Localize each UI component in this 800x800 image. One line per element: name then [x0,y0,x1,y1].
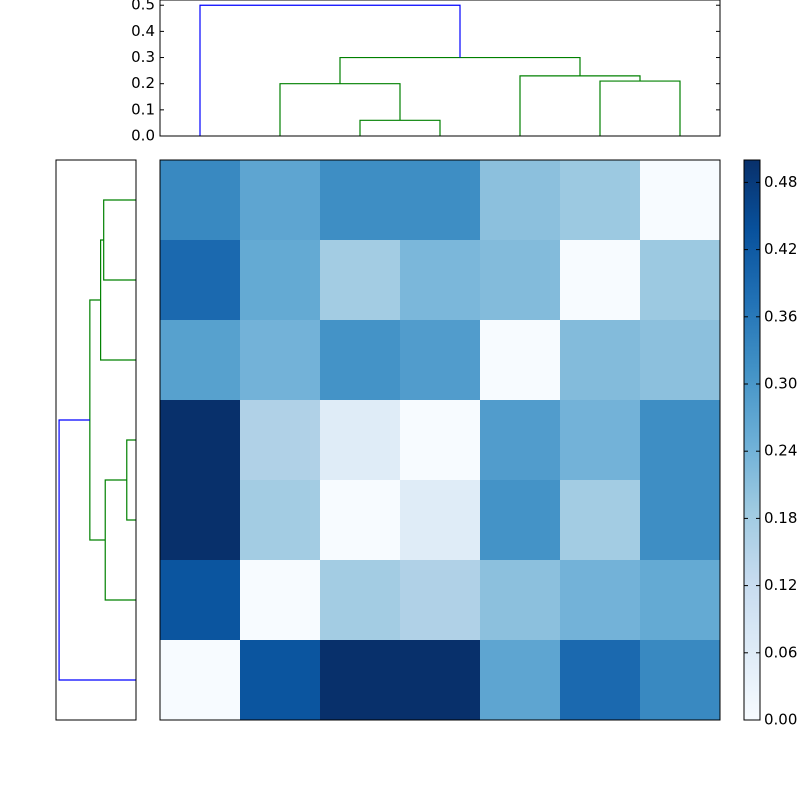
y-tick-label: 0.3 [131,48,155,66]
y-tick-label: 0.4 [131,22,155,40]
heatmap-cell [160,560,241,641]
dendrogram-link [104,479,136,601]
heatmap-cell [480,480,561,561]
heatmap-cell [560,480,641,561]
heatmap-cell [160,160,241,241]
heatmap-cell [640,640,721,721]
heatmap-cell [400,480,481,561]
colorbar [743,159,761,721]
axes-frame [159,0,721,137]
heatmap-cell [320,640,401,721]
heatmap-cell [480,160,561,241]
y-tick-label: 0.5 [131,0,155,14]
heatmap-cell [320,560,401,641]
colorbar-tick-label: 0.36 [764,307,797,325]
heatmap-cell [480,240,561,321]
axes-frame [55,159,137,721]
heatmap-cell [480,320,561,401]
heatmap-cell [560,560,641,641]
heatmap-cell [400,320,481,401]
colorbar-tick-label: 0.24 [764,442,797,460]
heatmap-cell [560,640,641,721]
heatmap-cell [160,640,241,721]
heatmap-cell [640,160,721,241]
heatmap-cell [240,640,321,721]
colorbar-tick-label: 0.12 [764,576,797,594]
heatmap-cell [160,400,241,481]
dendrogram-link [519,75,641,136]
heatmap-cell [240,320,321,401]
dendrogram-link [100,239,136,361]
heatmap-cell [320,160,401,241]
colorbar-tick-label: 0.48 [764,173,797,191]
heatmap-cell [320,480,401,561]
dendrogram-link [279,83,401,136]
colorbar-tick-label: 0.00 [764,711,797,729]
dendrogram-link [89,299,106,541]
heatmap-cell [480,400,561,481]
heatmap-cell [240,560,321,641]
dendrogram-link [103,199,136,281]
dendrogram-link [359,119,441,136]
heatmap-cell [320,240,401,321]
colorbar-tick-label: 0.42 [764,240,797,258]
dendrogram-link [339,56,581,84]
heatmap-cell [640,480,721,561]
heatmap-cell [560,400,641,481]
dendrogram-link [126,439,136,521]
dendrogram-link [199,4,461,136]
heatmap-cell [560,240,641,321]
heatmap-cell [240,400,321,481]
heatmap-cell [400,640,481,721]
y-tick-label: 0.1 [131,100,155,118]
heatmap-cell [400,400,481,481]
heatmap-cell [480,640,561,721]
heatmap-cell [400,240,481,321]
heatmap-cell [560,160,641,241]
heatmap-cell [400,160,481,241]
heatmap-cell [560,320,641,401]
heatmap-cell [240,240,321,321]
heatmap-cell [240,160,321,241]
heatmap-cell [480,560,561,641]
heatmap-cell [240,480,321,561]
dendrogram-link [58,419,136,681]
heatmap-cell [640,560,721,641]
colorbar-tick-label: 0.18 [764,509,797,527]
heatmap-cell [160,240,241,321]
dendrogram-link [599,80,681,136]
colorbar-tick-label: 0.06 [764,643,797,661]
heatmap-cell [160,320,241,401]
axes-frame [159,159,721,721]
y-tick-label: 0.2 [131,74,155,92]
heatmap-cell [640,320,721,401]
colorbar-tick-label: 0.30 [764,375,797,393]
heatmap-cell [640,400,721,481]
heatmap-cell [400,560,481,641]
heatmap-cell [320,320,401,401]
heatmap-cell [640,240,721,321]
y-tick-label: 0.0 [131,127,155,145]
heatmap-cell [160,480,241,561]
heatmap-cell [320,400,401,481]
